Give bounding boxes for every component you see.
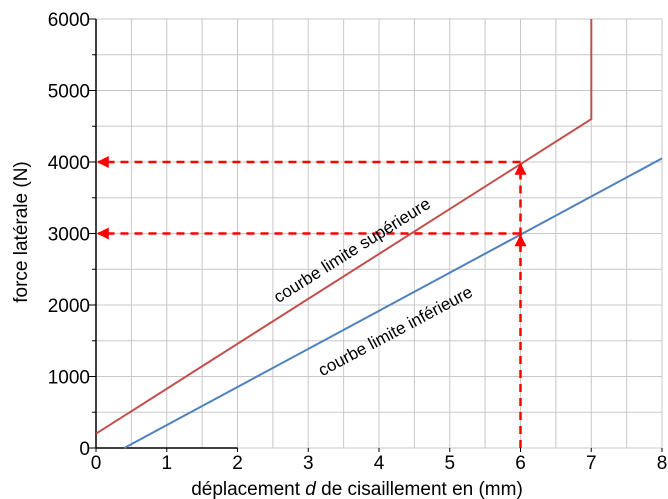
y-tick-label: 2000	[48, 296, 90, 317]
curve-label-upper: courbe limite supérieure	[270, 194, 434, 307]
x-tick-label: 5	[444, 453, 455, 474]
x-tick-label: 8	[657, 453, 668, 474]
x-tick-label: 3	[303, 453, 314, 474]
annotation-arrows	[96, 156, 527, 448]
x-axis-title-part-2: de cisaillement en (mm)	[316, 479, 523, 499]
y-tick-label: 5000	[48, 82, 90, 103]
y-tick-label: 4000	[48, 153, 90, 174]
y-tick-label: 1000	[48, 368, 90, 389]
series-line-upper	[95, 19, 593, 435]
y-tick-label: 0	[79, 439, 90, 460]
y-tick-label: 3000	[48, 225, 90, 246]
x-tick-label: 7	[586, 453, 597, 474]
x-tick-label: 0	[91, 453, 102, 474]
x-axis-title-part-1: déplacement	[191, 479, 305, 499]
series-line-lower	[123, 157, 663, 449]
tick-labels: 0 1 2 3 4 5 6 7 8 0 1000 2000 3000 4000 5000 6000	[48, 10, 668, 474]
x-axis-title-variable: d	[305, 479, 317, 499]
series-layer	[95, 19, 663, 449]
x-tick-label: 6	[515, 453, 526, 474]
x-tick-label: 4	[374, 453, 385, 474]
axes	[89, 18, 663, 452]
x-tick-label: 2	[232, 453, 243, 474]
x-tick-label: 1	[161, 453, 172, 474]
x-axis-title: déplacement d de cisaillement en (mm)	[191, 479, 523, 499]
y-axis-title: force latérale (N)	[11, 161, 32, 303]
y-tick-label: 6000	[48, 10, 90, 31]
